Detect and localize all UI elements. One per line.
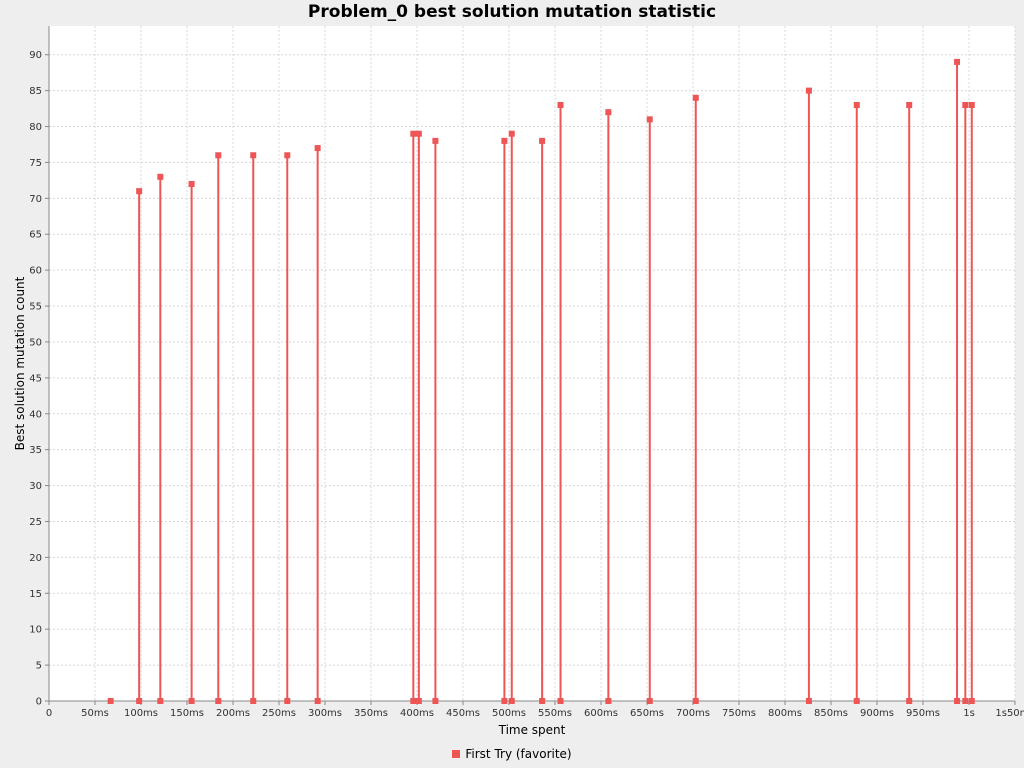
x-tick-label: 250ms — [262, 708, 296, 719]
y-tick-label: 75 — [29, 158, 42, 169]
baseline-marker — [410, 698, 417, 704]
baseline-marker — [646, 698, 653, 704]
baseline-marker — [107, 698, 114, 704]
x-tick-label: 350ms — [354, 708, 388, 719]
y-tick-label: 60 — [29, 266, 42, 277]
baseline-marker — [314, 698, 321, 704]
x-tick-label: 1s — [963, 708, 975, 719]
baseline-marker — [557, 698, 564, 704]
x-tick-label: 300ms — [308, 708, 342, 719]
x-tick-label: 450ms — [446, 708, 480, 719]
baseline-marker — [853, 698, 860, 704]
baseline-marker — [188, 698, 195, 704]
x-tick-label: 950ms — [906, 708, 940, 719]
x-tick-label: 100ms — [124, 708, 158, 719]
x-tick-label: 550ms — [538, 708, 572, 719]
legend-swatch — [452, 750, 461, 758]
baseline-marker — [432, 698, 439, 704]
x-tick-label: 200ms — [216, 708, 250, 719]
baseline-marker — [968, 698, 975, 704]
baseline-marker — [805, 698, 812, 704]
baseline-marker — [501, 698, 508, 704]
y-tick-label: 70 — [29, 194, 42, 205]
data-point — [539, 137, 546, 144]
baseline-marker — [250, 698, 257, 704]
chart-title: Problem_0 best solution mutation statist… — [307, 2, 717, 22]
x-tick-label: 150ms — [170, 708, 204, 719]
data-point — [415, 130, 422, 137]
baseline-marker — [692, 698, 699, 704]
data-point — [968, 101, 975, 108]
data-point — [906, 101, 913, 108]
y-tick-label: 40 — [29, 409, 42, 420]
y-tick-label: 10 — [29, 625, 42, 636]
data-point — [692, 94, 699, 101]
y-tick-label: 5 — [36, 661, 42, 672]
legend-label: First Try (favorite) — [465, 747, 572, 761]
data-point — [962, 101, 969, 108]
x-tick-label: 500ms — [492, 708, 526, 719]
x-tick-label: 900ms — [860, 708, 894, 719]
y-tick-label: 15 — [29, 589, 42, 600]
baseline-marker — [962, 698, 969, 704]
plot-area — [49, 26, 1015, 701]
baseline-marker — [906, 698, 913, 704]
y-tick-label: 45 — [29, 373, 42, 384]
x-tick-label: 750ms — [722, 708, 756, 719]
x-axis-title: Time spent — [498, 723, 566, 737]
data-point — [646, 116, 653, 123]
baseline-marker — [605, 698, 612, 704]
x-tick-label: 1s50ms — [995, 708, 1024, 719]
x-tick-label: 700ms — [676, 708, 710, 719]
data-point — [432, 137, 439, 144]
baseline-marker — [215, 698, 222, 704]
data-point — [314, 145, 321, 152]
x-tick-label: 600ms — [584, 708, 618, 719]
data-point — [215, 152, 222, 159]
data-point — [501, 137, 508, 144]
y-tick-label: 20 — [29, 553, 42, 564]
y-axis-title: Best solution mutation count — [13, 276, 27, 450]
y-tick-label: 90 — [29, 50, 42, 61]
baseline-marker — [508, 698, 515, 704]
data-point — [508, 130, 515, 137]
data-point — [557, 101, 564, 108]
data-point — [410, 130, 417, 137]
x-tick-label: 850ms — [814, 708, 848, 719]
data-point — [157, 173, 164, 180]
baseline-marker — [954, 698, 961, 704]
y-tick-label: 25 — [29, 517, 42, 528]
data-point — [805, 87, 812, 94]
y-tick-label: 80 — [29, 122, 42, 133]
x-tick-label: 400ms — [400, 708, 434, 719]
data-point — [188, 180, 195, 187]
grid — [49, 26, 1016, 701]
y-tick-label: 35 — [29, 445, 42, 456]
data-point — [605, 109, 612, 116]
baseline-marker — [157, 698, 164, 704]
y-tick-label: 50 — [29, 337, 42, 348]
baseline-marker — [284, 698, 291, 704]
y-tick-label: 55 — [29, 302, 42, 313]
baseline-marker — [415, 698, 422, 704]
data-series — [107, 58, 975, 704]
data-point — [250, 152, 257, 159]
data-point — [284, 152, 291, 159]
y-tick-label: 85 — [29, 86, 42, 97]
x-tick-label: 650ms — [630, 708, 664, 719]
x-tick-label: 50ms — [81, 708, 109, 719]
baseline-marker — [136, 698, 143, 704]
data-point — [136, 188, 143, 195]
x-tick-label: 800ms — [768, 708, 802, 719]
y-tick-label: 30 — [29, 481, 42, 492]
baseline-marker — [539, 698, 546, 704]
data-point — [853, 101, 860, 108]
y-tick-label: 65 — [29, 230, 42, 241]
y-tick-label: 0 — [36, 697, 42, 708]
data-point — [954, 58, 961, 65]
legend: First Try (favorite) — [0, 747, 1024, 761]
x-tick-label: 0 — [46, 708, 52, 719]
chart-canvas: 0 5 10 15 20 25 30 35 40 45 50 55 60 65 70 75 80 85 90 0 50m… — [13, 26, 1024, 737]
